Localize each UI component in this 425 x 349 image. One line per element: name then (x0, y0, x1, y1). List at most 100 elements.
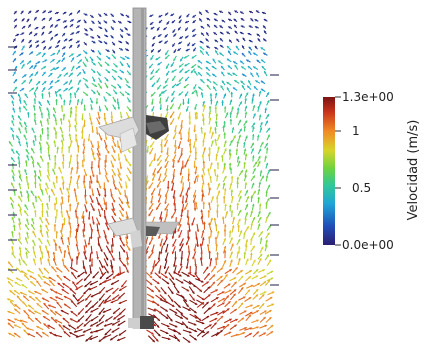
velocity-arrow-head (60, 196, 64, 199)
velocity-arrow-head (216, 204, 219, 207)
velocity-arrow-head (228, 162, 232, 166)
velocity-arrow-head (220, 330, 223, 333)
velocity-arrow-head (53, 155, 57, 158)
velocity-arrow-head (45, 218, 48, 221)
velocity-arrow-head (34, 310, 37, 313)
velocity-arrow-head (52, 181, 56, 185)
velocity-arrow-head (199, 257, 203, 260)
velocity-arrow-head (70, 267, 73, 270)
velocity-arrow-head (221, 71, 224, 75)
velocity-arrow-head (246, 59, 249, 62)
velocity-arrow-head (265, 202, 268, 205)
velocity-arrow-head (206, 316, 210, 319)
velocity-arrow-head (61, 223, 64, 226)
velocity-arrow-head (128, 72, 131, 75)
velocity-arrow-head (184, 63, 188, 67)
velocity-arrow-head (14, 282, 18, 285)
velocity-arrow-head (239, 31, 243, 35)
velocity-arrow-head (203, 147, 206, 150)
velocity-arrow-head (99, 80, 102, 83)
velocity-arrow-head (24, 210, 27, 213)
velocity-arrow-head (166, 108, 169, 112)
velocity-arrow-head (49, 10, 52, 14)
velocity-arrow-head (256, 305, 260, 308)
velocity-arrow-head (263, 275, 267, 278)
velocity-arrow-head (35, 86, 38, 90)
velocity-arrow-head (250, 195, 253, 199)
velocity-arrow-head (38, 52, 41, 55)
velocity-arrow-head (217, 190, 221, 193)
velocity-arrow-head (82, 235, 86, 238)
velocity-arrow-head (75, 335, 79, 338)
velocity-arrow-head (240, 302, 244, 306)
velocity-arrow-head (11, 217, 15, 220)
velocity-arrow-head (201, 154, 205, 157)
velocity-arrow-head (56, 79, 60, 83)
velocity-arrow-head (243, 310, 247, 313)
velocity-arrow-head (269, 310, 272, 313)
velocity-arrow-head (111, 270, 114, 274)
velocity-arrow-head (194, 139, 198, 142)
velocity-arrow-head (225, 211, 228, 214)
velocity-arrow-head (76, 87, 80, 91)
velocity-arrow-head (152, 178, 155, 181)
velocity-arrow-head (271, 303, 274, 306)
velocity-arrow-head (34, 33, 38, 36)
velocity-arrow-head (183, 85, 187, 88)
velocity-arrow-head (79, 59, 82, 62)
velocity-arrow-head (39, 230, 43, 233)
velocity-arrow-head (32, 202, 35, 205)
velocity-arrow-head (104, 299, 108, 302)
velocity-arrow-head (83, 124, 86, 128)
velocity-arrow-head (48, 304, 51, 307)
velocity-arrow-head (13, 71, 16, 74)
velocity-arrow-head (56, 301, 60, 305)
velocity-arrow-head (207, 182, 210, 185)
velocity-arrow-head (112, 150, 116, 153)
velocity-arrow-head (24, 93, 28, 96)
velocity-arrow-head (7, 319, 11, 322)
velocity-arrow-head (215, 50, 218, 53)
velocity-arrow-head (243, 162, 246, 165)
velocity-arrow-head (59, 118, 63, 121)
velocity-arrow-head (166, 66, 169, 69)
velocity-arrow-head (214, 39, 218, 43)
velocity-arrow-head (120, 48, 123, 51)
velocity-arrow-head (164, 41, 167, 44)
velocity-arrow-head (157, 87, 160, 90)
velocity-arrow-head (97, 222, 100, 226)
velocity-arrow-head (14, 86, 17, 90)
velocity-arrow-head (236, 140, 240, 144)
velocity-arrow-head (128, 163, 132, 167)
velocity-arrow-head (65, 81, 68, 84)
velocity-arrow-head (76, 154, 79, 157)
velocity-arrow-head (99, 276, 103, 279)
velocity-arrow-head (23, 295, 26, 299)
velocity-arrow-head (39, 134, 42, 137)
velocity-arrow-head (46, 118, 50, 121)
velocity-arrow-head (162, 91, 165, 94)
velocity-arrow-head (242, 37, 246, 41)
velocity-arrow-head (22, 45, 25, 49)
velocity-arrow-head (46, 202, 49, 206)
velocity-arrow-head (121, 70, 124, 74)
velocity-arrow-head (41, 210, 44, 213)
velocity-arrow-head (82, 330, 86, 333)
velocity-arrow-head (122, 263, 125, 267)
velocity-arrow-head (206, 331, 209, 334)
velocity-arrow-head (226, 308, 230, 311)
velocity-arrow-head (97, 122, 101, 125)
velocity-arrow-head (128, 99, 131, 103)
velocity-arrow-head (84, 245, 88, 248)
velocity-arrow-head (198, 72, 201, 75)
velocity-arrow-head (47, 324, 51, 328)
velocity-arrow-head (32, 239, 35, 243)
velocity-arrow-head (184, 56, 187, 59)
velocity-arrow-head (170, 115, 173, 119)
velocity-arrow-head (176, 83, 179, 86)
velocity-arrow-head (259, 237, 263, 240)
velocity-arrow-head (128, 150, 131, 153)
velocity-arrow-head (181, 322, 184, 326)
velocity-arrow-head (38, 169, 42, 173)
